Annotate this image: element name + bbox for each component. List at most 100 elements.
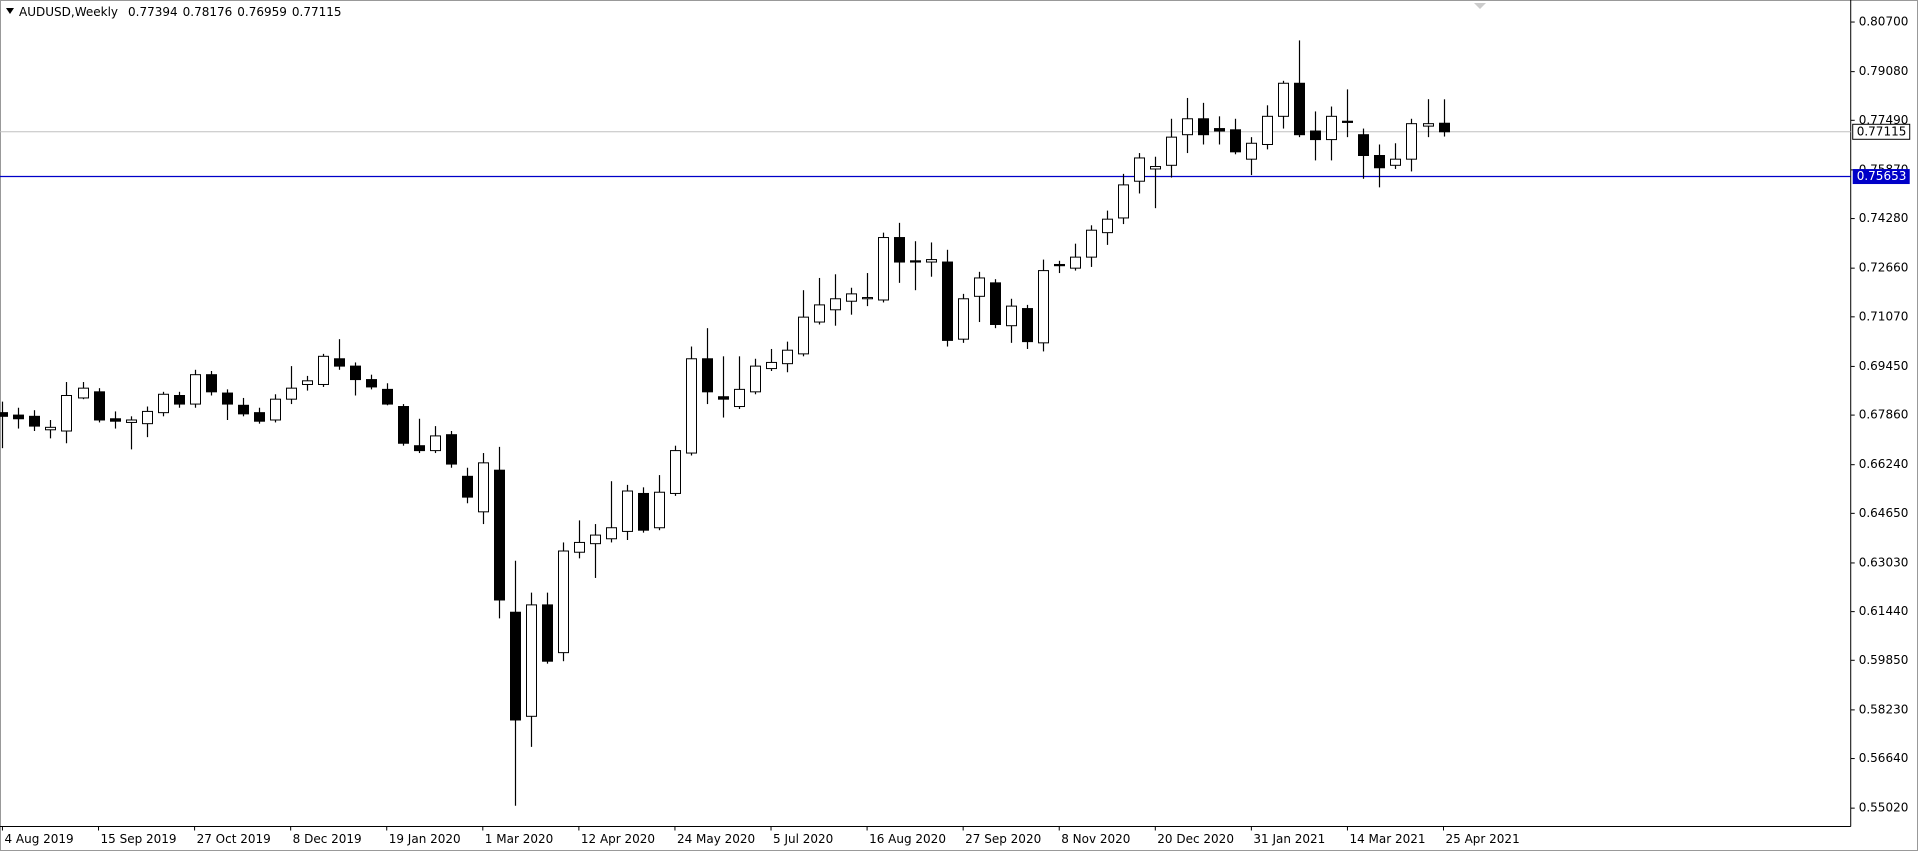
y-tick-label: 0.58230 — [1859, 702, 1909, 716]
y-tick-label: 0.79080 — [1859, 64, 1909, 78]
candle-body — [750, 365, 761, 393]
candle-body — [1102, 218, 1113, 234]
candle-body — [94, 391, 105, 421]
candle-body — [542, 604, 553, 662]
candle-body — [286, 387, 297, 400]
bid-label-box — [1852, 123, 1911, 140]
candle-body — [270, 398, 281, 421]
x-tick-label: 8 Nov 2020 — [1061, 832, 1130, 846]
candle-body — [174, 395, 185, 405]
candle-body — [238, 404, 249, 415]
x-tick-label: 14 Mar 2021 — [1349, 832, 1425, 846]
candle-body — [158, 393, 169, 414]
candle-body — [1374, 155, 1385, 169]
candle-body — [462, 475, 473, 498]
y-tick-label: 0.69450 — [1859, 359, 1909, 373]
candle-body — [78, 387, 89, 399]
candle-body — [782, 349, 793, 365]
x-tick-label: 27 Oct 2019 — [197, 832, 271, 846]
candle-body — [622, 490, 633, 532]
candle-body — [1198, 118, 1209, 136]
candle-body — [958, 298, 969, 340]
y-tick-label: 0.72660 — [1859, 261, 1909, 275]
x-tick-label: 25 Apr 2021 — [1446, 832, 1520, 846]
symbol: AUDUSD,Weekly — [19, 5, 118, 19]
candle-body — [1166, 136, 1177, 166]
candle-body — [638, 492, 649, 531]
candle-body — [1439, 122, 1450, 133]
candle-body — [766, 361, 777, 370]
x-tick-label: 19 Jan 2020 — [389, 832, 461, 846]
candle-body — [334, 358, 345, 367]
candle-body — [1310, 130, 1321, 141]
candle-body — [862, 297, 873, 300]
candle-body — [1150, 166, 1161, 170]
y-tick-label: 0.64650 — [1859, 506, 1909, 520]
y-tick-label: 0.61440 — [1859, 604, 1909, 618]
x-tick-label: 8 Dec 2019 — [293, 832, 362, 846]
candle-body — [846, 293, 857, 302]
candle-body — [478, 462, 489, 513]
bid-label: 0.77115 — [1857, 124, 1907, 138]
candle-body — [110, 418, 121, 422]
candle-body — [1246, 142, 1257, 160]
x-tick-label: 31 Jan 2021 — [1253, 832, 1325, 846]
candle-body — [45, 426, 56, 431]
candle-body — [382, 388, 393, 405]
candle-body — [61, 395, 72, 432]
level-label-box — [1852, 169, 1910, 185]
x-tick-label: 12 Apr 2020 — [581, 832, 655, 846]
candle-body — [0, 412, 8, 417]
x-tick-label: 24 May 2020 — [677, 832, 755, 846]
level-label: 0.75653 — [1857, 169, 1907, 183]
candle-body — [942, 261, 953, 341]
candle-body — [254, 412, 265, 422]
candle-body — [990, 282, 1001, 325]
y-tick-label: 0.77490 — [1859, 113, 1909, 127]
x-tick-label: 1 Mar 2020 — [485, 832, 553, 846]
candle-body — [1038, 270, 1049, 344]
candle-body — [1230, 129, 1241, 153]
candle-body — [686, 358, 697, 454]
y-tick-label: 0.66240 — [1859, 457, 1909, 471]
candle-body — [1022, 308, 1033, 343]
candle-body — [29, 415, 40, 427]
candle-body — [654, 491, 665, 529]
y-tick-label: 0.55020 — [1859, 801, 1909, 815]
candle-body — [590, 534, 601, 545]
candle-body — [13, 414, 24, 420]
candle-body — [1294, 82, 1305, 136]
y-tick-label: 0.63030 — [1859, 555, 1909, 569]
header-close: 0.77115 — [292, 5, 342, 19]
candle-body — [974, 277, 985, 297]
x-tick-label: 4 Aug 2019 — [4, 832, 73, 846]
candle-body — [398, 406, 409, 444]
candle-body — [1070, 256, 1081, 269]
x-tick-label: 27 Sep 2020 — [965, 832, 1041, 846]
candle-body — [190, 374, 201, 405]
candle-body — [414, 445, 425, 452]
candle-body — [1423, 123, 1434, 127]
x-tick-label: 20 Dec 2020 — [1157, 832, 1234, 846]
candle-body — [430, 435, 441, 452]
candle-body — [718, 396, 729, 400]
candle-body — [350, 365, 361, 381]
candle-body — [574, 541, 585, 553]
candle-body — [1182, 118, 1193, 136]
candle-body — [734, 388, 745, 408]
candle-body — [606, 527, 617, 540]
candle-body — [142, 410, 153, 425]
candle-body — [126, 419, 137, 423]
header-low: 0.76959 — [237, 5, 287, 19]
candle-body — [558, 550, 569, 654]
candle-body — [206, 374, 217, 393]
candle-body — [1134, 157, 1145, 182]
candle-body — [526, 604, 537, 717]
candle-body — [830, 298, 841, 311]
candle-body — [1278, 82, 1289, 117]
header-arrow[interactable] — [6, 8, 14, 14]
candle-body — [1406, 123, 1417, 160]
candle-body — [1262, 115, 1273, 145]
